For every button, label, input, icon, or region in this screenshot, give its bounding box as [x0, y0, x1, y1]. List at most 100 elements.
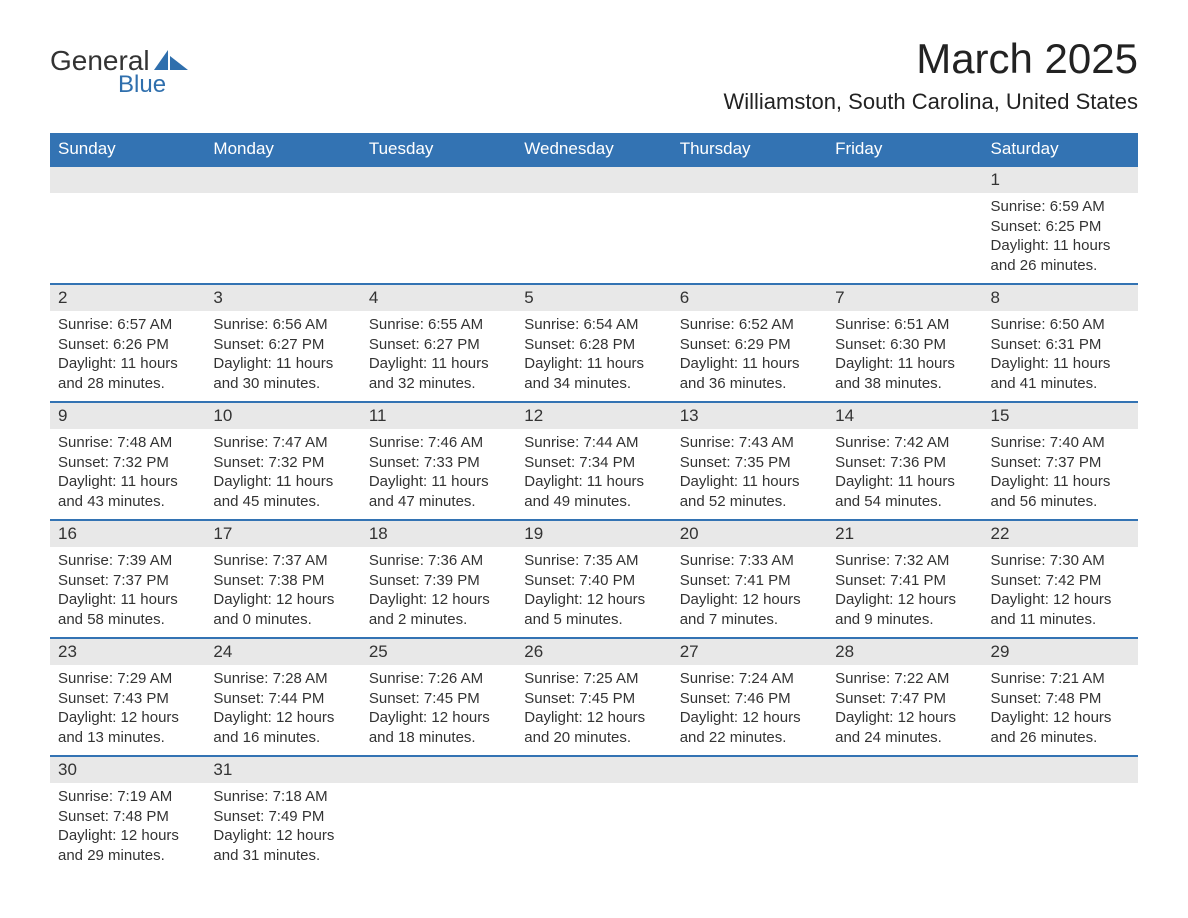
day-number-cell: 17	[205, 520, 360, 547]
sunset-line: Sunset: 7:32 PM	[213, 453, 352, 473]
day-detail-cell	[672, 783, 827, 873]
day-detail-cell: Sunrise: 6:50 AMSunset: 6:31 PMDaylight:…	[983, 311, 1138, 402]
week-daynum-row: 1	[50, 166, 1138, 193]
daylight-line1: Daylight: 11 hours	[835, 472, 974, 492]
sunset-line: Sunset: 7:34 PM	[524, 453, 663, 473]
day-detail-cell: Sunrise: 6:54 AMSunset: 6:28 PMDaylight:…	[516, 311, 671, 402]
day-header: Tuesday	[361, 133, 516, 166]
sunrise-line: Sunrise: 7:30 AM	[991, 551, 1130, 571]
day-number-cell	[672, 166, 827, 193]
sunrise-line: Sunrise: 7:32 AM	[835, 551, 974, 571]
daylight-line1: Daylight: 12 hours	[58, 708, 197, 728]
daylight-line1: Daylight: 12 hours	[991, 708, 1130, 728]
day-number-cell: 12	[516, 402, 671, 429]
daylight-line1: Daylight: 11 hours	[991, 236, 1130, 256]
daylight-line1: Daylight: 11 hours	[213, 354, 352, 374]
day-detail-cell: Sunrise: 7:21 AMSunset: 7:48 PMDaylight:…	[983, 665, 1138, 756]
sunset-line: Sunset: 7:38 PM	[213, 571, 352, 591]
day-number-cell: 14	[827, 402, 982, 429]
day-detail-cell: Sunrise: 6:59 AMSunset: 6:25 PMDaylight:…	[983, 193, 1138, 284]
day-number-cell: 4	[361, 284, 516, 311]
week-detail-row: Sunrise: 7:29 AMSunset: 7:43 PMDaylight:…	[50, 665, 1138, 756]
sunrise-line: Sunrise: 7:25 AM	[524, 669, 663, 689]
week-detail-row: Sunrise: 7:19 AMSunset: 7:48 PMDaylight:…	[50, 783, 1138, 873]
sunset-line: Sunset: 7:35 PM	[680, 453, 819, 473]
daylight-line1: Daylight: 12 hours	[835, 708, 974, 728]
daylight-line2: and 45 minutes.	[213, 492, 352, 512]
day-number-cell	[827, 756, 982, 783]
sunrise-line: Sunrise: 7:28 AM	[213, 669, 352, 689]
daylight-line2: and 56 minutes.	[991, 492, 1130, 512]
sunrise-line: Sunrise: 6:56 AM	[213, 315, 352, 335]
day-number-cell: 2	[50, 284, 205, 311]
daylight-line2: and 22 minutes.	[680, 728, 819, 748]
location-text: Williamston, South Carolina, United Stat…	[723, 89, 1138, 115]
day-number-cell: 27	[672, 638, 827, 665]
day-detail-cell: Sunrise: 7:30 AMSunset: 7:42 PMDaylight:…	[983, 547, 1138, 638]
sunrise-line: Sunrise: 7:46 AM	[369, 433, 508, 453]
title-block: March 2025 Williamston, South Carolina, …	[723, 35, 1138, 115]
daylight-line1: Daylight: 11 hours	[369, 354, 508, 374]
day-detail-cell: Sunrise: 7:39 AMSunset: 7:37 PMDaylight:…	[50, 547, 205, 638]
day-detail-cell: Sunrise: 7:22 AMSunset: 7:47 PMDaylight:…	[827, 665, 982, 756]
daylight-line2: and 26 minutes.	[991, 728, 1130, 748]
daylight-line1: Daylight: 11 hours	[524, 354, 663, 374]
daylight-line2: and 5 minutes.	[524, 610, 663, 630]
day-header: Sunday	[50, 133, 205, 166]
daylight-line2: and 41 minutes.	[991, 374, 1130, 394]
day-detail-cell: Sunrise: 7:35 AMSunset: 7:40 PMDaylight:…	[516, 547, 671, 638]
sunrise-line: Sunrise: 6:57 AM	[58, 315, 197, 335]
day-detail-cell: Sunrise: 7:44 AMSunset: 7:34 PMDaylight:…	[516, 429, 671, 520]
day-number-cell: 19	[516, 520, 671, 547]
day-number-cell	[827, 166, 982, 193]
daylight-line2: and 24 minutes.	[835, 728, 974, 748]
daylight-line1: Daylight: 11 hours	[991, 354, 1130, 374]
sunset-line: Sunset: 6:27 PM	[213, 335, 352, 355]
daylight-line1: Daylight: 11 hours	[680, 354, 819, 374]
daylight-line2: and 54 minutes.	[835, 492, 974, 512]
day-detail-cell	[983, 783, 1138, 873]
day-detail-cell	[516, 783, 671, 873]
sunrise-line: Sunrise: 7:48 AM	[58, 433, 197, 453]
day-number-cell	[672, 756, 827, 783]
day-detail-cell: Sunrise: 7:25 AMSunset: 7:45 PMDaylight:…	[516, 665, 671, 756]
week-detail-row: Sunrise: 7:48 AM Sunset: 7:32 PM Daylight:…	[50, 429, 1138, 520]
sunset-line: Sunset: 7:46 PM	[680, 689, 819, 709]
daylight-line1: Daylight: 12 hours	[524, 708, 663, 728]
day-detail-cell: Sunrise: 7:42 AMSunset: 7:36 PMDaylight:…	[827, 429, 982, 520]
sunrise-line: Sunrise: 7:19 AM	[58, 787, 197, 807]
day-number-cell: 15	[983, 402, 1138, 429]
day-detail-cell: Sunrise: 6:51 AMSunset: 6:30 PMDaylight:…	[827, 311, 982, 402]
day-header-row: SundayMondayTuesdayWednesdayThursdayFrid…	[50, 133, 1138, 166]
sunset-line: Sunset: 7:37 PM	[58, 571, 197, 591]
daylight-line1: Daylight: 12 hours	[213, 826, 352, 846]
day-number-cell: 22	[983, 520, 1138, 547]
sunrise-line: Sunrise: 7:18 AM	[213, 787, 352, 807]
sunset-line: Sunset: 7:43 PM	[58, 689, 197, 709]
sunrise-line: Sunrise: 7:39 AM	[58, 551, 197, 571]
daylight-line2: and 18 minutes.	[369, 728, 508, 748]
daylight-line2: and 26 minutes.	[991, 256, 1130, 276]
day-header: Saturday	[983, 133, 1138, 166]
daylight-line1: Daylight: 12 hours	[680, 708, 819, 728]
day-detail-cell	[516, 193, 671, 284]
day-detail-cell: Sunrise: 6:57 AMSunset: 6:26 PMDaylight:…	[50, 311, 205, 402]
sunset-line: Sunset: 7:40 PM	[524, 571, 663, 591]
daylight-line1: Daylight: 11 hours	[680, 472, 819, 492]
daylight-line1: Daylight: 12 hours	[835, 590, 974, 610]
week-daynum-row: 9101112131415	[50, 402, 1138, 429]
day-detail-cell	[205, 193, 360, 284]
sunset-line: Sunset: 7:33 PM	[369, 453, 508, 473]
sunrise-line: Sunrise: 6:52 AM	[680, 315, 819, 335]
day-detail-cell: Sunrise: 7:48 AMSunset: 7:32 PMDaylight:…	[50, 429, 205, 520]
day-header: Wednesday	[516, 133, 671, 166]
sunrise-line: Sunrise: 7:22 AM	[835, 669, 974, 689]
daylight-line2: and 43 minutes.	[58, 492, 197, 512]
day-detail-cell: Sunrise: 7:28 AMSunset: 7:44 PMDaylight:…	[205, 665, 360, 756]
daylight-line2: and 0 minutes.	[213, 610, 352, 630]
day-number-cell	[361, 166, 516, 193]
day-number-cell: 30	[50, 756, 205, 783]
daylight-line1: Daylight: 11 hours	[58, 472, 197, 492]
sunset-line: Sunset: 6:31 PM	[991, 335, 1130, 355]
sunrise-line: Sunrise: 7:42 AM	[835, 433, 974, 453]
